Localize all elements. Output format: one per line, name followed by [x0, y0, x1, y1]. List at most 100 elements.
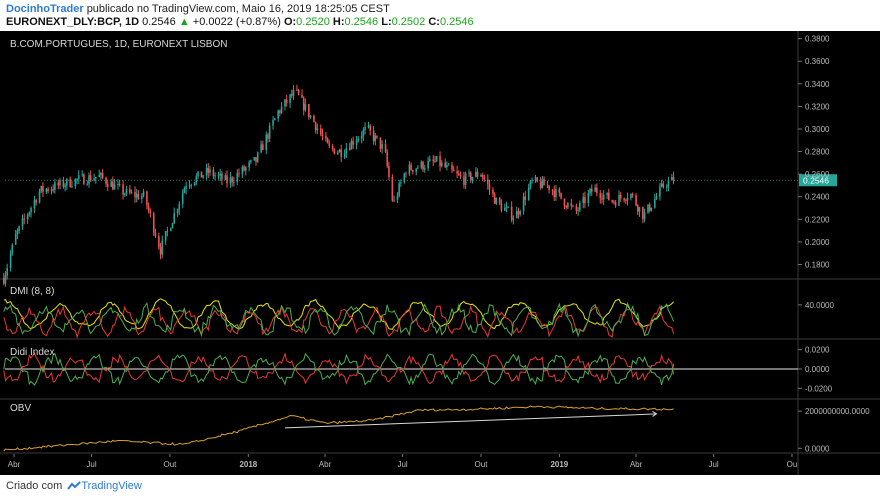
candle-body: [417, 167, 419, 169]
candle-body: [214, 175, 216, 177]
candle-body: [2, 278, 5, 284]
candle-body: [33, 200, 36, 209]
candle-body: [110, 181, 112, 187]
candle-body: [379, 137, 382, 149]
candle-body: [185, 186, 187, 189]
candle-body: [159, 247, 162, 255]
candle-body: [18, 226, 20, 231]
candle-body: [655, 196, 658, 200]
candle-body: [195, 176, 198, 183]
candle-body: [66, 178, 68, 186]
didi-slow-line: [3, 352, 675, 385]
candle-body: [626, 198, 629, 201]
time-tick-label: 2018: [239, 460, 257, 469]
candle-body: [337, 152, 339, 155]
candle-body: [112, 181, 114, 190]
candle-body: [642, 207, 644, 220]
time-tick-label: Jul: [708, 460, 718, 469]
candle-body: [355, 140, 358, 145]
last-price-tag: [799, 174, 837, 187]
candle-body: [405, 173, 407, 175]
candle-body: [498, 198, 501, 204]
candle-body: [587, 193, 590, 204]
candle-body: [579, 202, 581, 211]
candle-body: [519, 211, 521, 215]
candle-body: [408, 164, 411, 174]
candle-body: [553, 190, 556, 197]
candle-body: [296, 89, 298, 91]
candle-body: [164, 231, 167, 241]
candle-body: [331, 145, 334, 149]
price-tick-label: 0.3000: [805, 125, 830, 134]
candle-body: [403, 173, 406, 183]
candle-body: [154, 232, 157, 237]
candle-body: [302, 97, 305, 111]
low-label: L:: [381, 16, 392, 28]
candle-body: [589, 188, 591, 194]
chart-axes: 0.3800 0.3600 0.3400 0.3200 0.3000 0.2800 0.26…: [8, 35, 870, 469]
candle-body: [456, 171, 458, 174]
candle-body: [625, 200, 627, 202]
candle-body: [277, 110, 279, 119]
close-value: 0.2546: [439, 16, 474, 28]
candle-body: [432, 159, 435, 162]
price-tick-label: 0.2800: [805, 148, 830, 157]
candle-body: [74, 179, 77, 187]
candle-body: [123, 193, 126, 195]
candle-body: [475, 171, 477, 177]
candle-body: [98, 174, 101, 178]
candle-body: [169, 228, 172, 231]
candle-body: [391, 177, 394, 201]
didi-fast-line: [3, 352, 675, 386]
obv-tick-label: 0.0000: [805, 444, 830, 453]
candle-body: [272, 120, 274, 126]
candle-body: [480, 175, 482, 177]
candle-body: [52, 189, 54, 191]
candle-body: [280, 106, 283, 113]
candle-body: [62, 180, 65, 187]
candle-body: [333, 148, 336, 155]
candle-body: [292, 89, 295, 96]
candle-body: [584, 197, 586, 204]
candle-body: [50, 189, 53, 191]
candle-body: [439, 156, 441, 167]
candle-body: [243, 166, 245, 171]
candle-body: [89, 175, 92, 181]
candle-body: [452, 169, 455, 172]
didi-tick-label: -0.0200: [805, 384, 833, 393]
candle-body: [171, 223, 174, 229]
candle-body: [219, 173, 222, 176]
candle-body: [512, 218, 515, 220]
candle-body: [364, 126, 366, 130]
candle-body: [606, 192, 608, 195]
candle-body: [582, 197, 585, 203]
footer-brand[interactable]: TradingView: [81, 480, 142, 492]
candle-body: [244, 167, 247, 171]
candle-body: [434, 161, 436, 162]
candle-body: [130, 191, 133, 193]
candle-body: [534, 177, 537, 180]
candle-body: [28, 212, 31, 216]
candle-body: [35, 200, 37, 203]
candle-body: [393, 199, 395, 201]
author-link[interactable]: DocinhoTrader: [6, 3, 84, 15]
open-value: 0.2520: [296, 16, 330, 28]
candle-body: [541, 179, 544, 188]
candle-body: [458, 173, 460, 175]
candle-body: [11, 244, 14, 254]
candle-body: [381, 143, 383, 149]
candle-body: [372, 130, 375, 141]
candle-body: [659, 186, 661, 197]
high-value: 0.2546: [344, 16, 379, 28]
price-tick-label: 0.2000: [805, 238, 830, 247]
candle-body: [570, 203, 573, 206]
candle-body: [304, 104, 307, 111]
dmi-minus-di-line: [3, 304, 675, 339]
candle-body: [493, 193, 496, 204]
candle-body: [471, 176, 474, 181]
candle-body: [517, 211, 520, 215]
didi-tick-label: 0.0000: [805, 365, 830, 374]
candle-body: [398, 183, 400, 196]
chart-area[interactable]: 0.2546 0.3800 0.3600 0.3400 0.3200 0.3000 0.2…: [0, 31, 880, 475]
price-tick-label: 0.3600: [805, 57, 830, 66]
